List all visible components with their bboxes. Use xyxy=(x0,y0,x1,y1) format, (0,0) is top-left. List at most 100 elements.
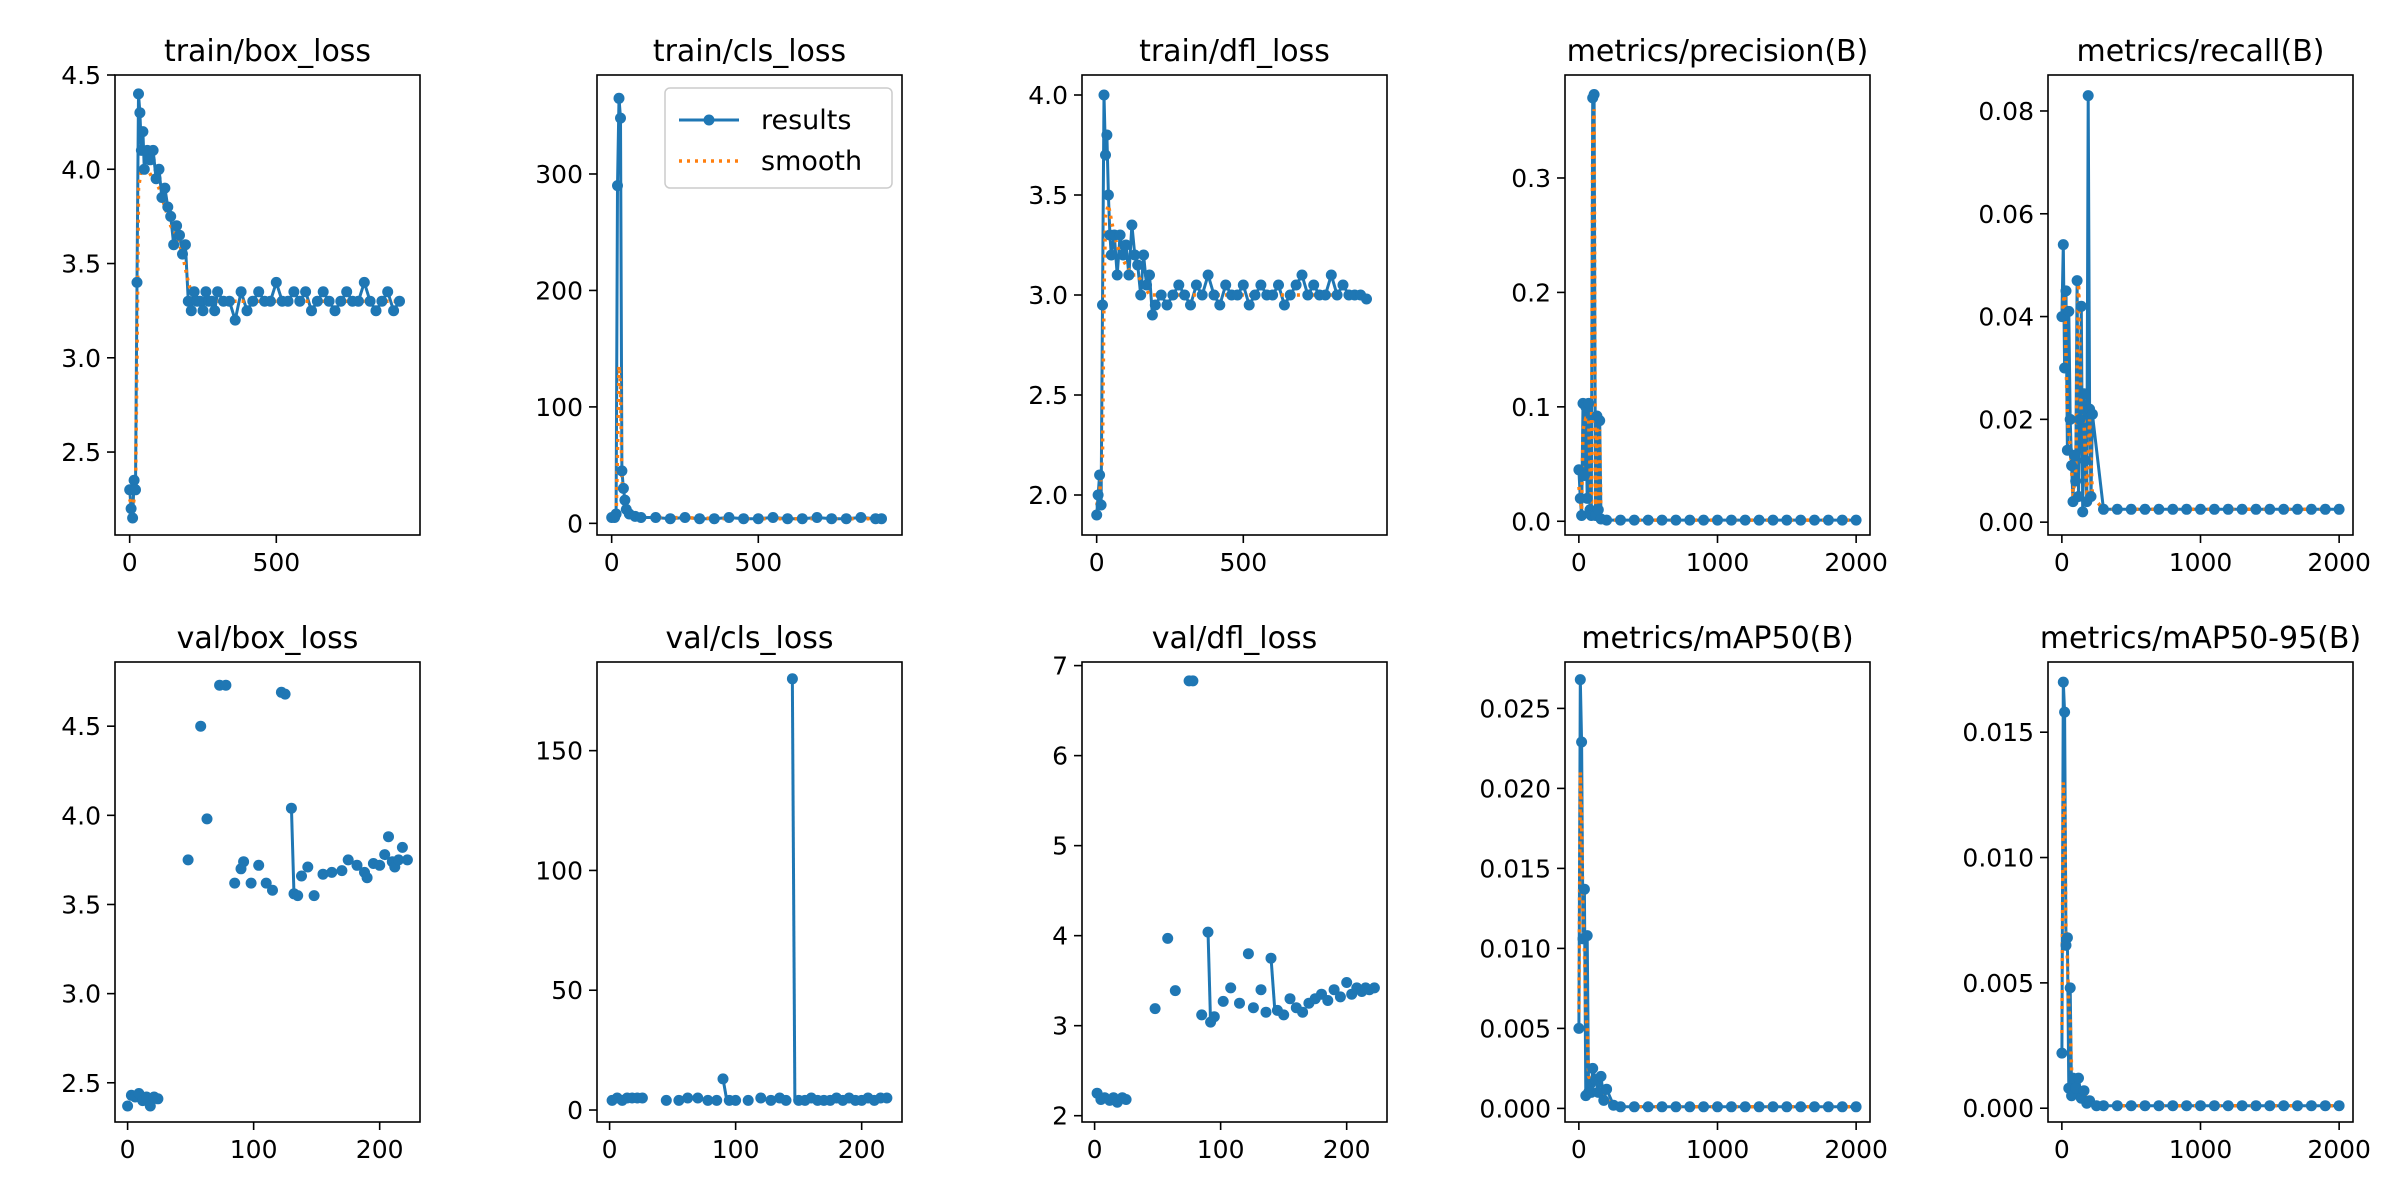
results-point xyxy=(610,508,622,520)
results-point xyxy=(1587,1062,1599,1074)
results-point xyxy=(1161,299,1173,311)
results-point xyxy=(1284,289,1296,301)
results-point xyxy=(2078,1085,2090,1097)
y-tick-label: 4.0 xyxy=(1028,81,1068,110)
results-point xyxy=(1105,249,1117,261)
x-tick-label: 0 xyxy=(1089,548,1105,577)
results-point xyxy=(2181,503,2193,515)
results-point xyxy=(2070,1082,2082,1094)
results-point xyxy=(1208,289,1220,301)
results-point xyxy=(1850,1101,1862,1113)
results-point xyxy=(1583,397,1595,409)
results-point xyxy=(1296,269,1308,281)
results-point xyxy=(2074,413,2086,425)
results-point xyxy=(2264,503,2276,515)
results-point xyxy=(2250,1100,2262,1112)
results-point xyxy=(179,239,191,251)
results-point xyxy=(1135,289,1147,301)
y-tick-label: 0 xyxy=(567,509,583,538)
results-point xyxy=(1162,932,1174,944)
results-point xyxy=(2078,388,2090,400)
results-point xyxy=(616,465,628,477)
x-tick-label: 2000 xyxy=(2307,1135,2371,1164)
results-point xyxy=(1595,1070,1607,1082)
results-point xyxy=(702,1094,714,1106)
y-tick-label: 4.0 xyxy=(61,801,101,830)
results-point xyxy=(694,513,706,525)
results-point xyxy=(1576,736,1588,748)
results-point xyxy=(1739,1101,1751,1113)
results-point xyxy=(1149,299,1161,311)
results-point xyxy=(341,286,353,298)
y-tick-label: 3.0 xyxy=(1028,281,1068,310)
results-point xyxy=(2167,503,2179,515)
results-point xyxy=(182,854,194,866)
results-point xyxy=(194,295,206,307)
results-point xyxy=(1138,249,1150,261)
results-point xyxy=(1302,289,1314,301)
results-point xyxy=(2222,1100,2234,1112)
results-point xyxy=(1126,219,1138,231)
results-point xyxy=(358,276,370,288)
results-point xyxy=(1260,1006,1272,1018)
x-tick-label: 500 xyxy=(734,548,782,577)
results-line xyxy=(1095,93,1368,516)
panel-val-cls-loss: val/cls_loss 0 100 200 0 50 100 150 xyxy=(535,621,903,1164)
results-point xyxy=(1208,1011,1220,1023)
axes-frame xyxy=(596,661,903,1123)
x-tick-label: 0 xyxy=(1087,1135,1103,1164)
x-tick-label: 200 xyxy=(1323,1135,1371,1164)
results-point xyxy=(1179,289,1191,301)
results-point xyxy=(2319,503,2331,515)
results-point xyxy=(1187,675,1199,687)
results-point xyxy=(619,494,631,506)
results-point xyxy=(711,1094,723,1106)
results-point xyxy=(2068,449,2080,461)
results-point xyxy=(615,112,626,124)
results-point xyxy=(1767,514,1779,526)
results-point xyxy=(1290,279,1302,291)
results-point xyxy=(2071,275,2083,287)
results-point xyxy=(2305,1100,2317,1112)
y-tick-label: 3 xyxy=(1052,1012,1068,1041)
results-point xyxy=(1684,1101,1696,1113)
axes-frame xyxy=(1564,74,1871,536)
results-point xyxy=(1092,489,1104,501)
y-tick-label: 0.005 xyxy=(1479,1014,1551,1043)
y-tick-label: 0.015 xyxy=(1479,854,1551,883)
x-tick-label: 0 xyxy=(120,1135,136,1164)
results-point xyxy=(2333,1100,2345,1112)
results-point xyxy=(1670,514,1682,526)
results-point xyxy=(1578,883,1590,895)
y-tick-label: 0.06 xyxy=(1978,200,2034,229)
x-tick-label: 100 xyxy=(1197,1135,1245,1164)
results-point xyxy=(361,872,373,884)
results-point xyxy=(2181,1100,2193,1112)
results-point xyxy=(296,870,307,882)
results-point xyxy=(388,305,400,317)
y-tick-label: 0.000 xyxy=(1479,1094,1551,1123)
results-point xyxy=(2250,503,2262,515)
results-point xyxy=(1091,509,1103,521)
results-point xyxy=(2075,300,2087,312)
y-tick-label: 6 xyxy=(1052,742,1068,771)
results-point xyxy=(2208,1100,2220,1112)
results-point xyxy=(1297,1006,1309,1018)
results-point xyxy=(171,220,183,232)
results-point xyxy=(209,305,221,317)
results-point xyxy=(1331,289,1343,301)
panel-train-dfl-loss: train/dfl_loss 0 500 2.0 2.5 3.0 3.5 4.0 xyxy=(1028,34,1388,577)
results-point xyxy=(1117,249,1129,261)
results-point xyxy=(1123,269,1135,281)
results-point xyxy=(796,513,808,525)
results-point xyxy=(1094,469,1106,481)
results-point xyxy=(1190,279,1202,291)
results-point xyxy=(241,305,253,317)
results-point xyxy=(2057,676,2069,688)
results-point xyxy=(2098,1100,2109,1112)
panel-title: train/cls_loss xyxy=(653,34,846,69)
panel-title: val/cls_loss xyxy=(666,621,834,656)
results-point xyxy=(1102,189,1114,201)
results-point xyxy=(1149,1003,1161,1015)
